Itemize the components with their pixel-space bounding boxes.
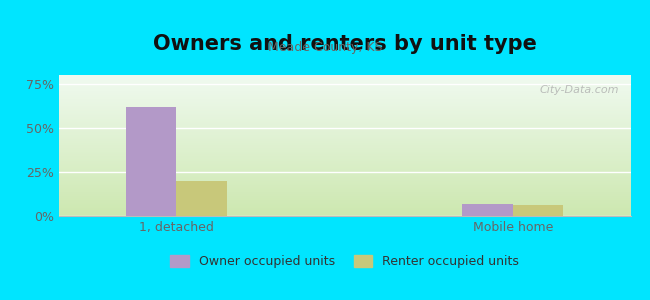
Bar: [462, 204, 513, 216]
Text: City-Data.com: City-Data.com: [540, 85, 619, 95]
Bar: [176, 181, 227, 216]
Bar: [126, 107, 176, 216]
Title: Owners and renters by unit type: Owners and renters by unit type: [153, 34, 536, 54]
Legend: Owner occupied units, Renter occupied units: Owner occupied units, Renter occupied un…: [165, 250, 524, 273]
Text: Meade County, KS: Meade County, KS: [268, 40, 382, 53]
Bar: [513, 206, 563, 216]
